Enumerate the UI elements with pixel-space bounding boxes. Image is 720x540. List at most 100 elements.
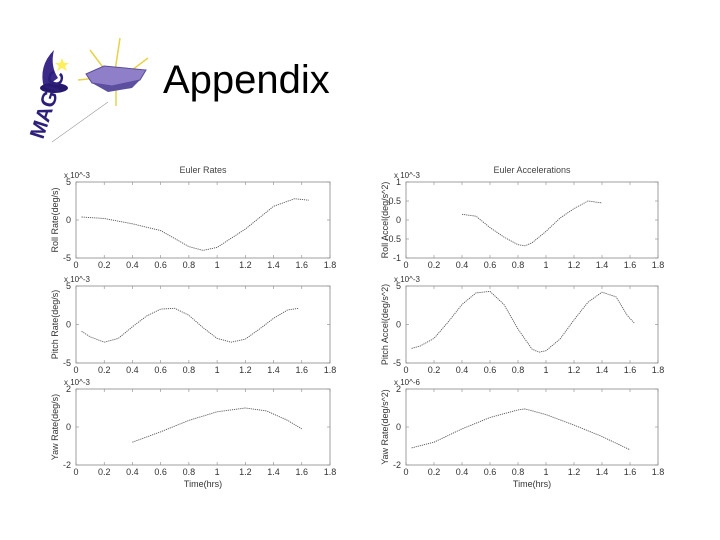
x-tick-label: 0.4 — [126, 260, 139, 270]
y-tick-label: 0.5 — [388, 196, 401, 206]
x-tick-label: 1 — [215, 467, 220, 477]
x-tick-label: 0.2 — [428, 260, 441, 270]
plot-frame — [405, 181, 659, 259]
series-line-1 — [81, 307, 300, 343]
y-axis-label: Roll Rate(deg/s) — [50, 187, 60, 252]
x-tick-label: 0.6 — [484, 260, 497, 270]
x-tick-label: 0.2 — [428, 365, 441, 375]
x-tick-label: 1.8 — [652, 260, 665, 270]
x-tick-label: 1 — [543, 467, 548, 477]
y-tick-label: 5 — [66, 281, 71, 291]
x-tick-label: 1.2 — [239, 365, 252, 375]
x-tick-label: 0 — [403, 365, 408, 375]
x-tick-label: 1.2 — [568, 365, 581, 375]
x-tick-label: 1.8 — [652, 467, 665, 477]
series-line-1 — [411, 408, 631, 451]
chart-title: Euler Accelerations — [493, 165, 571, 175]
x-axis-label: Time(hrs) — [184, 479, 222, 489]
x-tick-label: 0.4 — [456, 467, 469, 477]
y-exponent-label: x 10^-3 — [64, 378, 91, 387]
x-tick-label: 0.6 — [484, 467, 497, 477]
x-tick-label: 0.6 — [154, 260, 167, 270]
y-axis-label: Yaw Rate(deg/s^2) — [380, 389, 390, 465]
x-tick-label: 0 — [73, 467, 78, 477]
x-tick-label: 0 — [73, 260, 78, 270]
chart-title: Euler Rates — [179, 165, 227, 175]
x-tick-label: 1 — [543, 260, 548, 270]
plot-frame — [405, 285, 659, 364]
y-tick-label: 0 — [396, 422, 401, 432]
y-tick-label: 5 — [396, 281, 401, 291]
x-tick-label: 0.8 — [512, 467, 525, 477]
x-tick-label: 1.2 — [568, 467, 581, 477]
x-tick-label: 1 — [215, 365, 220, 375]
series-line-1 — [132, 407, 303, 443]
y-exponent-label: x 10^-3 — [64, 275, 91, 284]
y-tick-label: -5 — [393, 358, 401, 368]
x-tick-label: 0.8 — [183, 260, 196, 270]
y-axis-label: Pitch Rate(deg/s) — [50, 290, 60, 360]
x-tick-label: 0.4 — [126, 467, 139, 477]
y-tick-label: 2 — [66, 384, 71, 394]
page-title: Appendix — [163, 58, 330, 102]
x-tick-label: 1.6 — [624, 467, 637, 477]
y-tick-label: 1 — [396, 177, 401, 187]
x-tick-label: 0.8 — [512, 365, 525, 375]
y-tick-label: 0 — [66, 215, 71, 225]
x-tick-label: 0 — [403, 260, 408, 270]
x-tick-label: 1.4 — [267, 365, 280, 375]
x-tick-label: 1.2 — [239, 260, 252, 270]
x-axis-label: Time(hrs) — [513, 479, 551, 489]
y-exponent-label: x 10^-3 — [64, 171, 91, 180]
x-tick-label: 0.2 — [98, 260, 111, 270]
y-tick-label: 5 — [66, 177, 71, 187]
x-tick-label: 0.6 — [154, 467, 167, 477]
x-tick-label: 1 — [215, 260, 220, 270]
x-tick-label: 1.6 — [296, 467, 309, 477]
x-tick-label: 0.8 — [183, 365, 196, 375]
y-exponent-label: x 10^-6 — [394, 378, 421, 387]
x-tick-label: 0.8 — [183, 467, 196, 477]
y-exponent-label: x 10^-3 — [394, 171, 421, 180]
y-tick-label: 0 — [396, 320, 401, 330]
x-tick-label: 1.8 — [324, 365, 337, 375]
x-tick-label: 0.2 — [98, 365, 111, 375]
y-exponent-label: x 10^-3 — [394, 275, 421, 284]
plot-frame — [75, 285, 331, 364]
x-tick-label: 0.6 — [484, 365, 497, 375]
plot-frame — [405, 388, 659, 466]
y-tick-label: -2 — [393, 460, 401, 470]
x-tick-label: 1.4 — [267, 467, 280, 477]
x-tick-label: 0.6 — [154, 365, 167, 375]
x-tick-label: 0.4 — [456, 365, 469, 375]
series-line-1 — [461, 200, 603, 247]
x-tick-label: 0.4 — [456, 260, 469, 270]
x-tick-label: 1.4 — [596, 467, 609, 477]
y-tick-label: -0.5 — [385, 234, 401, 244]
x-tick-label: 1.8 — [324, 260, 337, 270]
y-tick-label: -1 — [393, 253, 401, 263]
x-tick-label: 1.4 — [267, 260, 280, 270]
y-axis-label: Roll Accel(deg/s^2) — [380, 182, 390, 259]
series-line-1 — [81, 198, 309, 251]
y-tick-label: -2 — [63, 460, 71, 470]
x-tick-label: 1.4 — [596, 260, 609, 270]
x-tick-label: 1.6 — [624, 260, 637, 270]
chart-panel-2: 0 0.2 0.4 0.6 0.8 1 1.2 1.4 1.6 1.8-1-0.500.51x 1… — [380, 165, 664, 270]
x-tick-label: 0.2 — [428, 467, 441, 477]
x-tick-label: 1.6 — [624, 365, 637, 375]
y-tick-label: 0 — [396, 215, 401, 225]
x-tick-label: 0.8 — [512, 260, 525, 270]
x-tick-label: 0 — [73, 365, 78, 375]
x-tick-label: 0.2 — [98, 467, 111, 477]
x-tick-label: 1.6 — [296, 260, 309, 270]
x-tick-label: 0 — [403, 467, 408, 477]
x-tick-label: 1.8 — [652, 365, 665, 375]
x-tick-label: 1 — [543, 365, 548, 375]
